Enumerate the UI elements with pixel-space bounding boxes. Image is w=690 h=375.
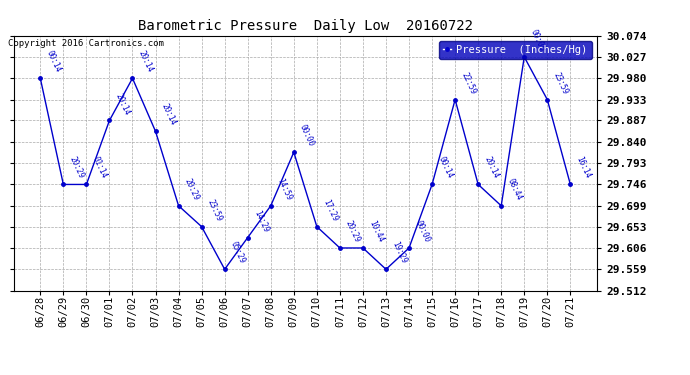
Text: 20:14: 20:14	[137, 50, 155, 74]
Text: 20:29: 20:29	[183, 177, 201, 202]
Legend: Pressure  (Inches/Hg): Pressure (Inches/Hg)	[439, 41, 591, 59]
Text: 22:59: 22:59	[460, 70, 477, 95]
Pressure  (Inches/Hg)	[313, 224, 321, 229]
Text: 20:14: 20:14	[482, 156, 500, 180]
Pressure  (Inches/Hg)	[266, 204, 275, 208]
Pressure  (Inches/Hg)	[151, 129, 159, 134]
Pressure  (Inches/Hg)	[290, 150, 298, 154]
Text: 23:59: 23:59	[551, 70, 569, 95]
Text: 00:00: 00:00	[529, 28, 546, 53]
Pressure  (Inches/Hg)	[405, 246, 413, 250]
Text: 10:44: 10:44	[367, 219, 385, 244]
Text: 16:14: 16:14	[575, 156, 593, 180]
Pressure  (Inches/Hg)	[359, 246, 367, 250]
Title: Barometric Pressure  Daily Low  20160722: Barometric Pressure Daily Low 20160722	[138, 19, 473, 33]
Text: 05:29: 05:29	[229, 240, 247, 265]
Pressure  (Inches/Hg)	[106, 118, 114, 123]
Pressure  (Inches/Hg)	[520, 55, 529, 59]
Pressure  (Inches/Hg)	[566, 182, 575, 187]
Text: Copyright 2016 Cartronics.com: Copyright 2016 Cartronics.com	[8, 39, 164, 48]
Text: 20:29: 20:29	[344, 219, 362, 244]
Text: 00:00: 00:00	[413, 219, 431, 244]
Pressure  (Inches/Hg)	[474, 182, 482, 187]
Pressure  (Inches/Hg)	[382, 267, 390, 272]
Text: 00:00: 00:00	[298, 123, 316, 148]
Pressure  (Inches/Hg)	[497, 204, 505, 208]
Pressure  (Inches/Hg)	[428, 182, 436, 187]
Text: 17:29: 17:29	[321, 198, 339, 222]
Text: 19:29: 19:29	[390, 240, 408, 265]
Text: 01:14: 01:14	[90, 156, 108, 180]
Text: 20:14: 20:14	[159, 102, 177, 127]
Text: 14:29: 14:29	[252, 209, 270, 233]
Pressure  (Inches/Hg)	[221, 267, 229, 272]
Pressure  (Inches/Hg)	[82, 182, 90, 187]
Text: 00:14: 00:14	[436, 156, 454, 180]
Text: 00:14: 00:14	[44, 50, 62, 74]
Pressure  (Inches/Hg)	[451, 98, 460, 102]
Pressure  (Inches/Hg)	[128, 76, 137, 81]
Pressure  (Inches/Hg)	[197, 224, 206, 229]
Text: 14:59: 14:59	[275, 177, 293, 202]
Pressure  (Inches/Hg)	[175, 204, 183, 208]
Text: 20:14: 20:14	[114, 92, 132, 116]
Pressure  (Inches/Hg)	[244, 235, 252, 240]
Pressure  (Inches/Hg)	[543, 98, 551, 102]
Line: Pressure  (Inches/Hg): Pressure (Inches/Hg)	[39, 55, 572, 271]
Pressure  (Inches/Hg)	[59, 182, 68, 187]
Pressure  (Inches/Hg)	[36, 76, 44, 81]
Text: 08:44: 08:44	[505, 177, 523, 202]
Text: 20:29: 20:29	[68, 156, 86, 180]
Pressure  (Inches/Hg)	[336, 246, 344, 250]
Text: 23:59: 23:59	[206, 198, 224, 222]
